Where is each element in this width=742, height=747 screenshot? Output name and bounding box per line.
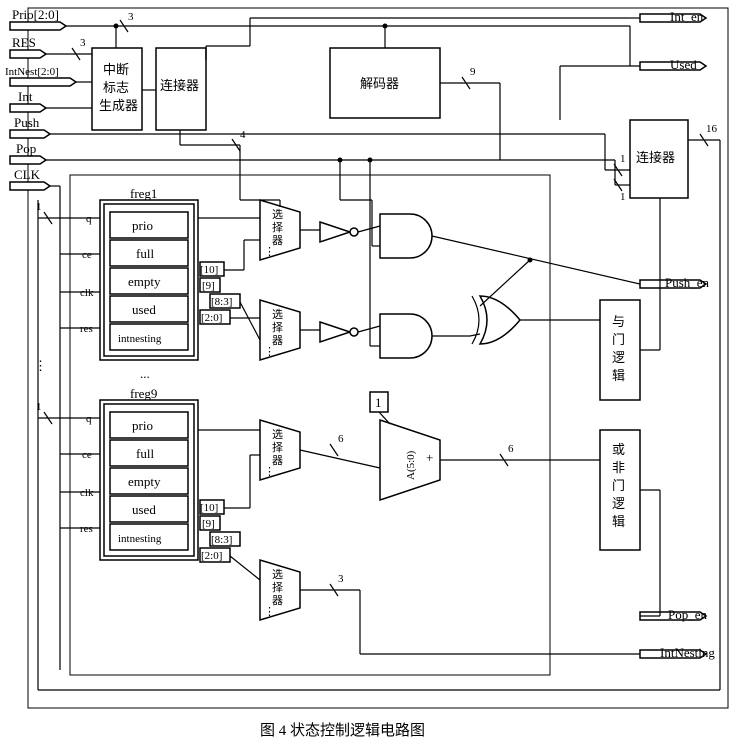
svg-text:[8:3]: [8:3] bbox=[211, 534, 232, 546]
svg-text:⋮: ⋮ bbox=[264, 466, 275, 478]
svg-text:Push: Push bbox=[14, 115, 40, 130]
connector-1-label: 连接器 bbox=[160, 78, 199, 93]
bus-3c: 3 bbox=[338, 573, 344, 585]
idx-stubs-9: [10] [9] [8:3] [2:0] bbox=[200, 500, 240, 562]
freg9: freg9 prio full empty used intnesting q … bbox=[80, 386, 198, 560]
svg-text:Prio[2:0]: Prio[2:0] bbox=[12, 7, 59, 22]
and-gate-1 bbox=[380, 214, 432, 258]
nor-logic-label: 或非门逻辑 bbox=[612, 442, 625, 529]
port-res: RES bbox=[10, 35, 46, 58]
svg-text:full: full bbox=[136, 446, 154, 461]
port-intnesting-out: IntNesting bbox=[640, 645, 715, 660]
bus-16: 16 bbox=[706, 123, 718, 135]
port-intnest: IntNest[2:0] bbox=[5, 66, 76, 86]
caption: 图 4 状态控制逻辑电路图 bbox=[260, 722, 425, 739]
freg1: freg1 prio full empty used intnesting q … bbox=[80, 186, 198, 360]
bus-4: 4 bbox=[240, 129, 246, 141]
port-pop: Pop bbox=[10, 141, 46, 164]
svg-text:used: used bbox=[132, 302, 156, 317]
svg-text:RES: RES bbox=[12, 35, 36, 50]
bus-1-q9: 1 bbox=[36, 401, 42, 413]
svg-text:freg1: freg1 bbox=[130, 186, 157, 201]
svg-text:选择器: 选择器 bbox=[272, 568, 283, 607]
not-gate-1 bbox=[320, 222, 358, 242]
port-prio: Prio[2:0] bbox=[10, 7, 66, 30]
svg-text:[2:0]: [2:0] bbox=[201, 312, 222, 324]
svg-text:[9]: [9] bbox=[202, 518, 215, 530]
svg-text:ce: ce bbox=[82, 249, 92, 261]
svg-text:Pop_en: Pop_en bbox=[668, 607, 708, 622]
svg-text:Int: Int bbox=[18, 89, 33, 104]
svg-text:intnesting: intnesting bbox=[118, 533, 162, 545]
svg-text:freg9: freg9 bbox=[130, 386, 157, 401]
idx-stubs-1: [10] [9] [8:3] [2:0] bbox=[200, 262, 240, 324]
svg-text:A(5:0): A(5:0) bbox=[405, 450, 417, 480]
svg-text:选择器: 选择器 bbox=[272, 428, 283, 467]
svg-text:选择器: 选择器 bbox=[272, 308, 283, 347]
svg-text:Pop: Pop bbox=[16, 141, 36, 156]
selector-3: 选择器 ⋮ bbox=[260, 420, 300, 480]
svg-text:IntNest[2:0]: IntNest[2:0] bbox=[5, 66, 59, 78]
bus-9: 9 bbox=[470, 66, 476, 78]
freg-dots: ... bbox=[140, 366, 150, 381]
svg-text:prio: prio bbox=[132, 218, 153, 233]
bus-3-top: 3 bbox=[128, 11, 134, 23]
bus-1a: 1 bbox=[620, 153, 626, 165]
svg-text:q: q bbox=[86, 413, 92, 425]
connector-2-label: 连接器 bbox=[636, 150, 675, 165]
svg-text:empty: empty bbox=[128, 474, 161, 489]
port-int: Int bbox=[10, 89, 46, 112]
svg-text:[8:3]: [8:3] bbox=[211, 296, 232, 308]
and-gate-2 bbox=[380, 314, 432, 358]
svg-text:[10]: [10] bbox=[200, 264, 218, 276]
svg-text:[10]: [10] bbox=[200, 502, 218, 514]
port-clk: CLK bbox=[10, 167, 50, 190]
svg-text:res: res bbox=[80, 523, 93, 535]
svg-text:res: res bbox=[80, 323, 93, 335]
left-vdots: ⋮ bbox=[34, 358, 47, 373]
svg-text:Int_en: Int_en bbox=[670, 9, 704, 24]
svg-text:[2:0]: [2:0] bbox=[201, 550, 222, 562]
port-pop-en: Pop_en bbox=[640, 607, 708, 622]
const-one-label: 1 bbox=[375, 395, 382, 410]
adder: A(5:0) + bbox=[380, 420, 440, 500]
svg-text:⋮: ⋮ bbox=[264, 246, 275, 258]
bus-1b: 1 bbox=[620, 191, 626, 203]
bus-6b: 6 bbox=[508, 443, 514, 455]
selector-4: 选择器 ⋮ bbox=[260, 560, 300, 620]
svg-text:used: used bbox=[132, 502, 156, 517]
svg-text:Push_en: Push_en bbox=[665, 275, 710, 290]
svg-text:clk: clk bbox=[80, 487, 94, 499]
svg-text:empty: empty bbox=[128, 274, 161, 289]
svg-text:intnesting: intnesting bbox=[118, 333, 162, 345]
xor-gate bbox=[472, 296, 520, 344]
svg-text:prio: prio bbox=[132, 418, 153, 433]
svg-text:clk: clk bbox=[80, 287, 94, 299]
svg-text:q: q bbox=[86, 213, 92, 225]
svg-text:⋮: ⋮ bbox=[264, 346, 275, 358]
port-push: Push bbox=[10, 115, 50, 138]
not-gate-2 bbox=[320, 322, 358, 342]
decoder-label: 解码器 bbox=[360, 76, 399, 91]
svg-text:+: + bbox=[426, 450, 433, 465]
selector-2: 选择器 ⋮ bbox=[260, 300, 300, 360]
svg-text:CLK: CLK bbox=[14, 167, 41, 182]
port-used: Used bbox=[640, 57, 706, 72]
bus-1-q1: 1 bbox=[36, 201, 42, 213]
svg-text:ce: ce bbox=[82, 449, 92, 461]
svg-text:full: full bbox=[136, 246, 154, 261]
bus-3-res: 3 bbox=[80, 37, 86, 49]
svg-text:选择器: 选择器 bbox=[272, 208, 283, 247]
svg-text:IntNesting: IntNesting bbox=[660, 645, 715, 660]
selector-1: 选择器 ⋮ bbox=[260, 200, 300, 260]
port-push-en: Push_en bbox=[640, 275, 710, 290]
svg-text:[9]: [9] bbox=[202, 280, 215, 292]
svg-text:⋮: ⋮ bbox=[264, 606, 275, 618]
bus-6a: 6 bbox=[338, 433, 344, 445]
port-int-en: Int_en bbox=[640, 9, 706, 24]
svg-text:Used: Used bbox=[670, 57, 697, 72]
